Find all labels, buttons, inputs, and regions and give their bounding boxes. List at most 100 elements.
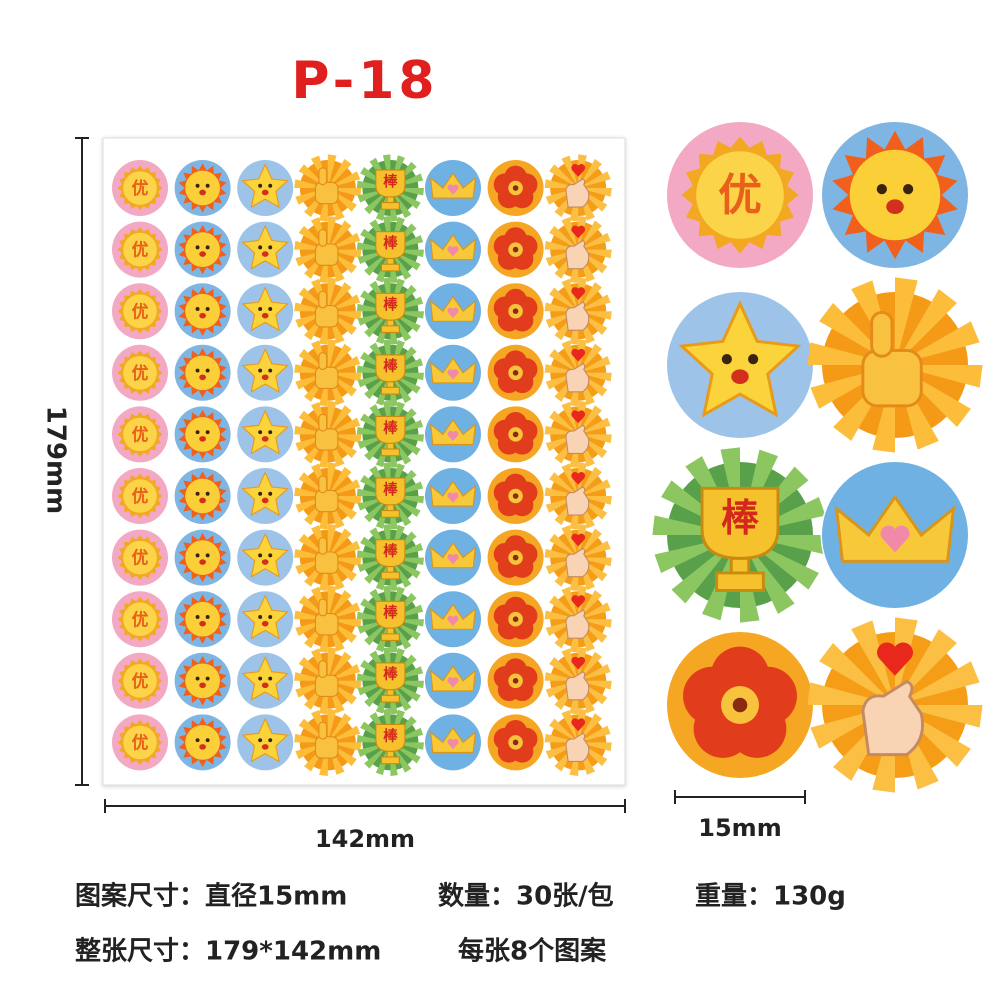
spec: 图案尺寸：直径15mm	[75, 881, 347, 912]
sticker: 棒	[652, 447, 828, 623]
thumb	[314, 181, 339, 205]
sticker	[820, 460, 970, 610]
ray	[549, 718, 579, 743]
thumb	[314, 305, 339, 328]
trophy	[375, 477, 406, 518]
hand	[565, 240, 590, 270]
mouth	[199, 682, 206, 689]
ray	[561, 340, 579, 373]
star	[241, 224, 289, 270]
flower-center	[512, 370, 519, 376]
medal-core	[123, 540, 157, 575]
ray	[561, 586, 579, 620]
sticker	[236, 405, 294, 463]
sticker: 棒	[356, 585, 424, 653]
ray	[327, 462, 337, 496]
thumb	[314, 489, 339, 513]
heart	[447, 246, 459, 257]
ray	[327, 220, 352, 250]
eye	[268, 491, 273, 496]
medal-core	[123, 356, 157, 390]
flower-center	[512, 493, 519, 499]
diameter-label: 15mm	[698, 814, 781, 842]
sticker-text: 优	[132, 609, 149, 629]
sticker-text: 优	[132, 178, 149, 198]
sticker	[174, 529, 232, 587]
sticker	[236, 529, 294, 587]
flower-center	[512, 246, 519, 253]
eye	[205, 307, 210, 311]
eye	[268, 368, 273, 373]
eye	[258, 430, 263, 435]
hand	[565, 609, 590, 639]
sticker-text: 棒	[383, 234, 398, 252]
ray	[578, 479, 611, 496]
thumb-up	[318, 660, 328, 678]
spec: 整张尺寸：179*142mm	[75, 936, 381, 967]
trophy	[375, 231, 406, 272]
ray	[578, 171, 611, 188]
sticker	[424, 221, 482, 279]
ray	[327, 400, 337, 435]
mouth	[199, 251, 206, 257]
ray	[561, 217, 579, 250]
eye	[195, 676, 200, 681]
sticker: 优	[111, 221, 169, 279]
eye	[748, 354, 759, 365]
eye	[258, 491, 263, 496]
sticker	[807, 617, 983, 793]
medal-core	[123, 664, 157, 698]
sticker-text: 棒	[383, 727, 398, 745]
sticker	[544, 647, 612, 715]
spec: 数量：30张/包	[438, 881, 614, 912]
thumb-up	[318, 228, 328, 247]
eye	[258, 738, 263, 743]
medal-core	[123, 602, 157, 636]
ray	[819, 643, 895, 705]
sticker	[294, 154, 362, 222]
sticker	[487, 529, 545, 587]
sticker	[424, 590, 482, 648]
flower-center	[512, 554, 519, 561]
ray	[851, 620, 895, 705]
eye	[258, 245, 263, 250]
ray	[327, 585, 337, 620]
eye	[258, 615, 263, 619]
sticker-text: 优	[132, 548, 149, 568]
ray	[327, 524, 337, 558]
sticker	[174, 652, 232, 710]
sticker	[236, 713, 294, 771]
eye	[205, 491, 210, 496]
sticker	[544, 524, 612, 592]
heart	[571, 410, 586, 424]
sticker	[236, 282, 294, 340]
sticker	[174, 159, 232, 217]
trophy	[375, 539, 406, 580]
sticker	[236, 221, 294, 279]
sticker	[487, 713, 545, 771]
sticker-text: 优	[132, 671, 149, 691]
sticker-text: 优	[132, 363, 149, 383]
sticker	[174, 221, 232, 279]
hand	[565, 301, 590, 331]
sticker: 优	[111, 282, 169, 340]
sticker	[424, 405, 482, 463]
sticker	[820, 120, 970, 270]
ray	[327, 158, 352, 188]
sticker	[544, 339, 612, 407]
heart	[571, 718, 586, 732]
thumb-up	[318, 721, 328, 740]
sticker	[174, 344, 232, 402]
thumb-up	[318, 598, 328, 617]
sticker	[424, 652, 482, 710]
mouth	[199, 312, 206, 319]
thumb-up	[318, 536, 328, 555]
heart	[447, 615, 459, 626]
star	[241, 409, 289, 455]
eye	[258, 307, 263, 311]
sticker	[544, 154, 612, 222]
trophy	[375, 662, 406, 703]
sun	[185, 293, 220, 329]
thumb	[314, 551, 339, 574]
eye	[268, 676, 273, 681]
